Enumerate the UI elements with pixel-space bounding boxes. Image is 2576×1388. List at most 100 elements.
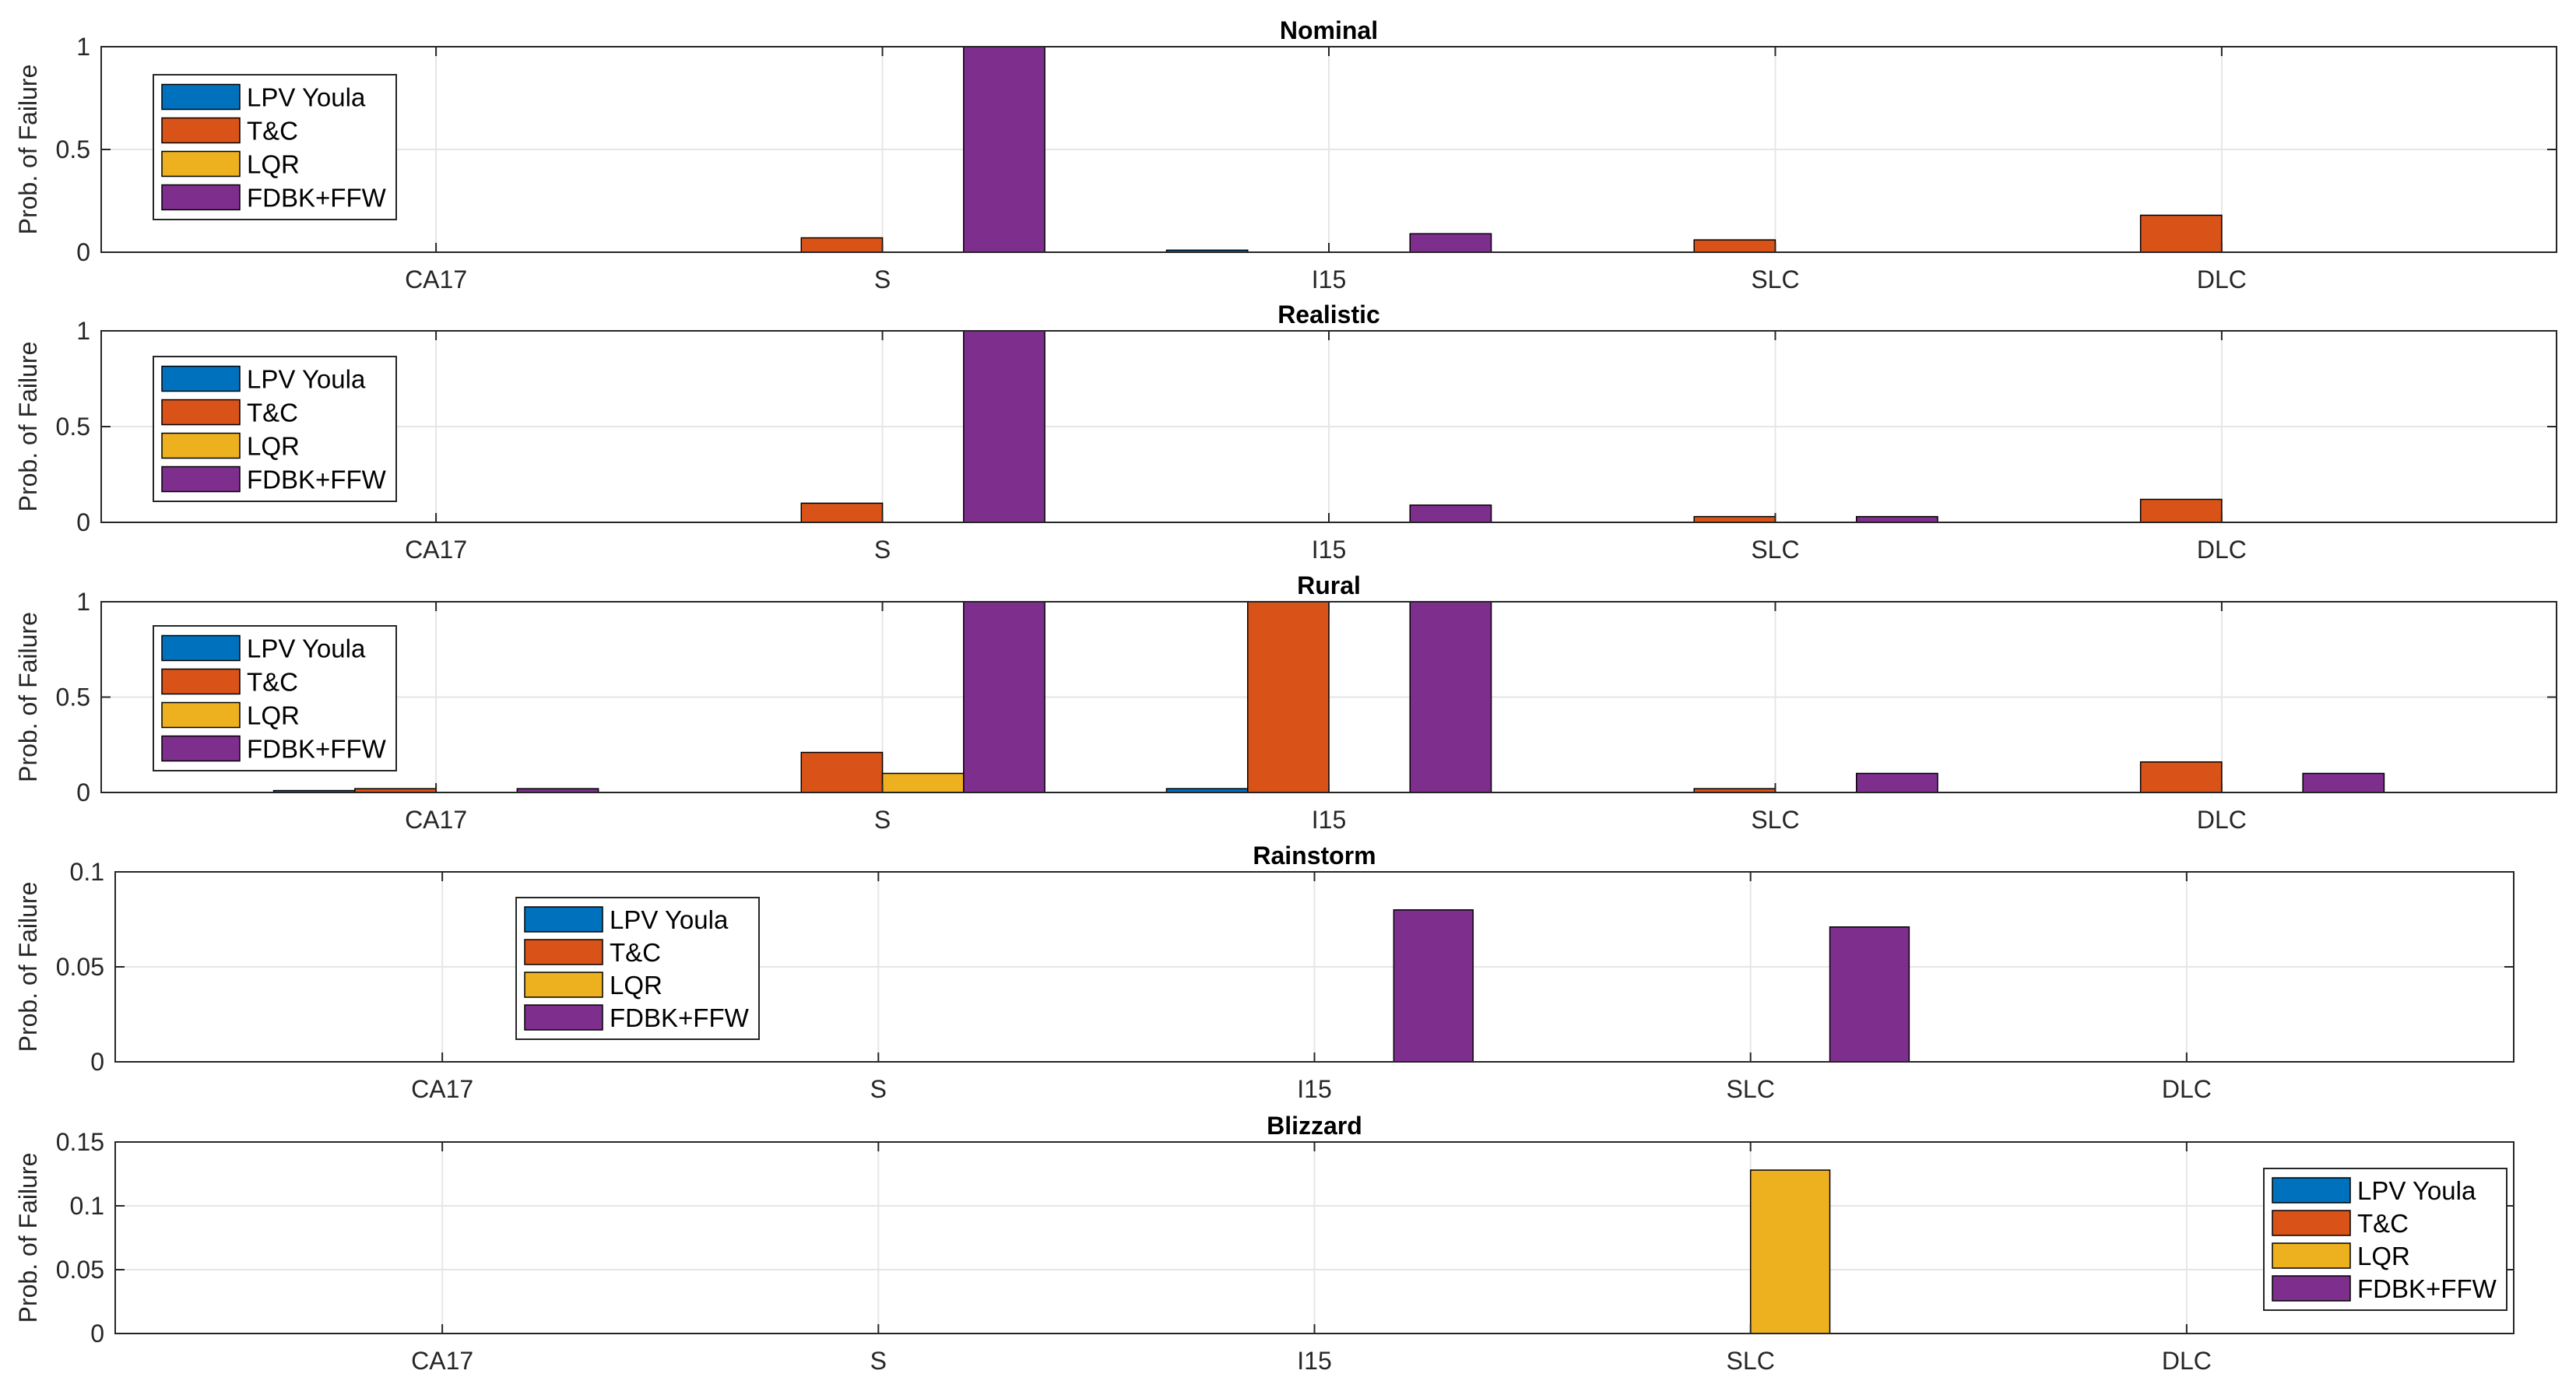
x-tick-label-i15: I15 — [1297, 1075, 1331, 1103]
legend-swatch-lpv-youla — [161, 83, 241, 111]
legend-label-t-c: T&C — [2357, 1209, 2409, 1238]
bar-fdbk-ffw-dlc — [2302, 772, 2385, 793]
legend: LPV Youla T&C LQR FDBK+FFW — [515, 897, 760, 1040]
legend-swatch-fdbk-ffw — [161, 184, 241, 211]
y-axis-label: Prob. of Failure — [14, 612, 42, 782]
y-tick-label: 1 — [76, 317, 90, 345]
y-tick-label: 0 — [90, 1048, 104, 1076]
legend-swatch-lqr — [524, 972, 603, 998]
y-tick-label: 1 — [76, 33, 90, 61]
y-tick-label: 0 — [76, 508, 90, 536]
legend-label-fdbk-ffw: FDBK+FFW — [247, 735, 387, 764]
legend: LPV Youla T&C LQR FDBK+FFW — [153, 74, 397, 220]
legend-swatch-fdbk-ffw — [2272, 1275, 2351, 1302]
legend-label-lpv-youla: LPV Youla — [247, 634, 366, 663]
bar-t-c-dlc — [2139, 498, 2223, 523]
bar-fdbk-ffw-slc — [1829, 926, 1910, 1063]
x-tick-label-slc: SLC — [1727, 1347, 1775, 1375]
x-tick-label-s: S — [870, 1075, 887, 1103]
x-tick-label-ca17: CA17 — [405, 265, 467, 293]
legend-swatch-lpv-youla — [524, 906, 603, 933]
x-tick-label-ca17: CA17 — [411, 1347, 473, 1375]
legend-label-lpv-youla: LPV Youla — [247, 365, 366, 394]
x-tick-label-dlc: DLC — [2197, 265, 2247, 293]
legend-swatch-fdbk-ffw — [161, 735, 241, 762]
legend-label-lqr: LQR — [247, 432, 300, 461]
legend-swatch-lqr — [2272, 1242, 2351, 1269]
legend-label-lqr: LQR — [247, 701, 300, 730]
x-tick-label-ca17: CA17 — [405, 536, 467, 564]
legend-swatch-lpv-youla — [2272, 1177, 2351, 1204]
y-tick-label: 0.5 — [56, 413, 90, 441]
x-tick-label-s: S — [874, 536, 891, 564]
y-axis-label: Prob. of Failure — [14, 1153, 42, 1323]
legend-swatch-lqr — [161, 150, 241, 177]
panel-title: Realistic — [1277, 300, 1380, 329]
bar-t-c-i15 — [1246, 601, 1330, 793]
legend-label-t-c: T&C — [247, 399, 298, 427]
bar-fdbk-ffw-i15 — [1409, 504, 1492, 523]
bar-fdbk-ffw-s — [963, 46, 1046, 253]
bar-t-c-dlc — [2139, 761, 2223, 793]
x-tick-label-slc: SLC — [1727, 1075, 1775, 1103]
legend-label-fdbk-ffw: FDBK+FFW — [610, 1003, 750, 1032]
bar-t-c-dlc — [2139, 214, 2223, 253]
legend-swatch-t-c — [161, 399, 241, 426]
x-tick-label-dlc: DLC — [2162, 1075, 2212, 1103]
x-tick-label-i15: I15 — [1312, 806, 1346, 834]
bar-t-c-slc — [1693, 239, 1776, 253]
bar-fdbk-ffw-i15 — [1393, 909, 1474, 1063]
x-tick-label-slc: SLC — [1751, 536, 1799, 564]
bar-t-c-slc — [1693, 515, 1776, 523]
legend-swatch-t-c — [161, 668, 241, 695]
y-axis-label: Prob. of Failure — [14, 65, 42, 235]
bar-fdbk-ffw-s — [963, 601, 1046, 793]
bar-lqr-slc — [1749, 1169, 1831, 1334]
x-tick-label-i15: I15 — [1312, 265, 1346, 293]
x-tick-label-dlc: DLC — [2197, 806, 2247, 834]
bar-fdbk-ffw-s — [963, 330, 1046, 523]
panel-nominal: 0 0.5 1 CA17 S I15 SLC DLC Nominal Prob. of Failu… — [14, 16, 2557, 293]
legend-swatch-t-c — [2272, 1210, 2351, 1236]
legend-label-fdbk-ffw: FDBK+FFW — [247, 466, 387, 494]
legend-label-fdbk-ffw: FDBK+FFW — [2357, 1274, 2497, 1303]
y-tick-label: 0.5 — [56, 683, 90, 712]
y-axis-label: Prob. of Failure — [14, 342, 42, 512]
x-tick-label-dlc: DLC — [2162, 1347, 2212, 1375]
panel-title: Rural — [1297, 571, 1361, 599]
legend-label-lqr: LQR — [2357, 1242, 2410, 1270]
legend-label-t-c: T&C — [610, 938, 661, 967]
legend: LPV Youla T&C LQR FDBK+FFW — [153, 356, 397, 502]
legend-label-lpv-youla: LPV Youla — [610, 905, 729, 934]
panel-blizzard: 0 0.05 0.1 0.15 CA17 S I15 SLC DLC Blizzard Prob. … — [14, 1112, 2514, 1375]
x-tick-label-dlc: DLC — [2197, 536, 2247, 564]
bar-lqr-s — [881, 772, 965, 793]
legend-swatch-lqr — [161, 432, 241, 459]
y-tick-label: 0 — [76, 778, 90, 806]
legend-label-lpv-youla: LPV Youla — [2357, 1176, 2476, 1205]
legend-swatch-t-c — [161, 117, 241, 144]
y-tick-label: 0.1 — [70, 858, 104, 886]
panel-rainstorm: 0 0.05 0.1 CA17 S I15 SLC DLC Rainstorm Prob. of … — [14, 842, 2514, 1103]
legend-swatch-lqr — [161, 701, 241, 729]
x-tick-label-slc: SLC — [1751, 806, 1799, 834]
panel-rural: 0 0.5 1 CA17 S I15 SLC DLC Rural Prob. of Failure… — [14, 571, 2557, 834]
y-tick-label: 0.5 — [56, 135, 90, 163]
x-tick-label-slc: SLC — [1751, 265, 1799, 293]
x-tick-label-i15: I15 — [1312, 536, 1346, 564]
legend-swatch-fdbk-ffw — [161, 466, 241, 493]
x-tick-label-i15: I15 — [1297, 1347, 1331, 1375]
bar-fdbk-ffw-i15 — [1409, 233, 1492, 253]
panel-realistic: 0 0.5 1 CA17 S I15 SLC DLC Realistic Prob. of Fai… — [14, 300, 2557, 564]
bar-fdbk-ffw-slc — [1855, 772, 1938, 793]
legend: LPV Youla T&C LQR FDBK+FFW — [153, 625, 397, 771]
legend: LPV Youla T&C LQR FDBK+FFW — [2263, 1168, 2507, 1311]
legend-label-fdbk-ffw: FDBK+FFW — [247, 184, 387, 213]
x-tick-label-ca17: CA17 — [411, 1075, 473, 1103]
legend-label-lqr: LQR — [247, 150, 300, 179]
x-tick-label-s: S — [870, 1347, 887, 1375]
legend-swatch-lpv-youla — [161, 365, 241, 392]
bar-t-c-s — [800, 502, 884, 523]
legend-label-lqr: LQR — [610, 971, 662, 1000]
